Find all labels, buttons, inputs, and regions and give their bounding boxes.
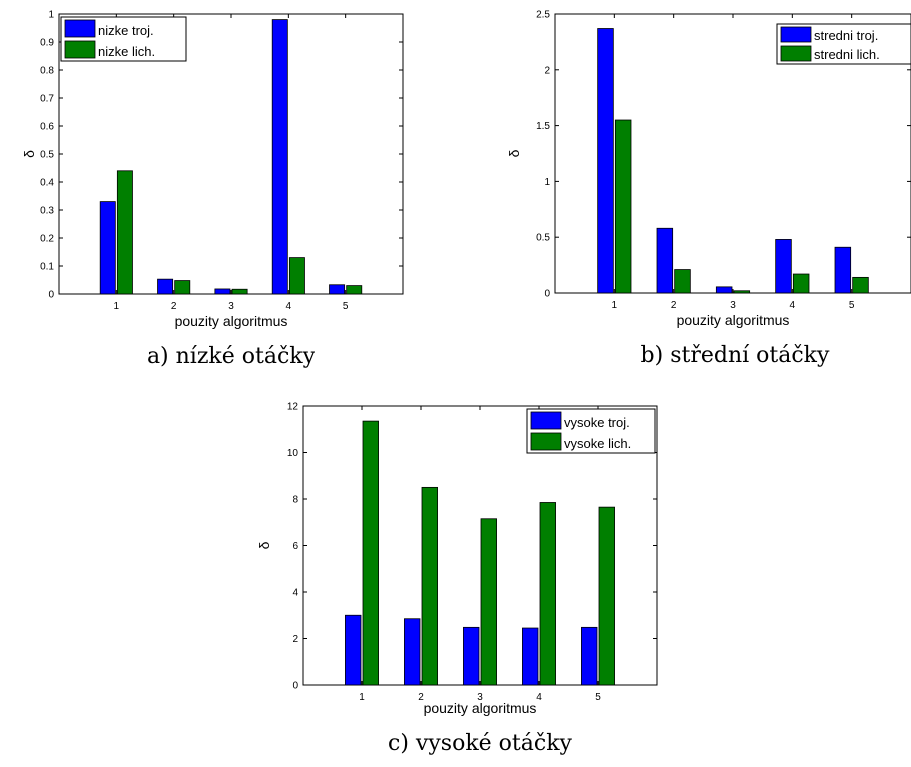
chart-panel-2: 0 0.5 1 1.5 2 2.5 1 2 3 4 5 pouzity algoritmus δ stre… [506, 10, 911, 368]
x-axis-label: pouzity algoritmus [175, 313, 288, 329]
x-tick-label: 4 [790, 300, 796, 311]
x-tick-label: 2 [171, 301, 177, 312]
legend: nizke troj. nizke lich. [60, 16, 187, 62]
legend-label-1: stredni troj. [814, 28, 878, 43]
bar-2-3 [480, 518, 497, 686]
y-tick-label: 0.1 [40, 262, 54, 273]
y-tick-label: 0.2 [40, 234, 54, 245]
x-tick-label: 1 [612, 300, 618, 311]
chart-caption: c) vysoké otáčky [388, 731, 572, 756]
bar-2-5 [852, 276, 869, 294]
x-tick-label: 4 [286, 301, 292, 312]
x-tick-label: 2 [418, 692, 424, 703]
y-tick-label: 2 [292, 634, 298, 645]
chart-caption: a) nízké otáčky [147, 344, 316, 369]
x-tick-label: 1 [114, 301, 120, 312]
legend-swatch-2 [780, 45, 812, 62]
legend-label-1: vysoke troj. [564, 415, 630, 430]
x-axis-label: pouzity algoritmus [677, 312, 790, 328]
bar-2-4 [792, 273, 810, 294]
bar-2-4 [288, 257, 305, 295]
bar-2-2 [674, 269, 691, 294]
y-tick-label: 0.5 [536, 233, 550, 244]
y-tick-label: 0.3 [40, 206, 54, 217]
y-tick-label: 6 [292, 541, 298, 552]
bar-1-2 [404, 618, 421, 686]
bar-1-1 [99, 201, 116, 295]
y-tick-label: 0.7 [40, 94, 54, 105]
legend-label-2: vysoke lich. [564, 436, 631, 451]
y-tick-label: 1 [544, 177, 550, 188]
x-tick-label: 5 [343, 301, 349, 312]
legend-label-2: stredni lich. [814, 47, 880, 62]
x-tick-label: 1 [359, 692, 365, 703]
bar-2-5 [598, 506, 615, 686]
x-tick-label: 3 [477, 692, 483, 703]
chart-caption: b) střední otáčky [641, 343, 830, 368]
y-tick-label: 12 [287, 402, 299, 413]
bar-1-5 [329, 284, 346, 295]
bar-1-5 [581, 626, 598, 686]
y-tick-label: 4 [292, 588, 298, 599]
bar-1-4 [522, 627, 539, 686]
legend-swatch-1 [64, 19, 96, 38]
bar-1-4 [775, 239, 792, 294]
y-tick-label: 8 [292, 495, 298, 506]
legend: vysoke troj. vysoke lich. [526, 408, 656, 454]
bar-2-4 [539, 502, 556, 686]
chart-panel-1: 0 0.1 0.2 0.3 0.4 0.5 0.6 0.7 0.8 0.9 1 1 2 3 4 5 pouzit… [21, 10, 404, 369]
bar-1-2 [157, 278, 174, 295]
bar-1-3 [715, 286, 733, 294]
legend-swatch-1 [780, 26, 812, 43]
legend-swatch-1 [530, 411, 562, 430]
bar-1-5 [834, 246, 852, 294]
y-tick-label: 2 [544, 65, 550, 76]
x-tick-label: 5 [849, 300, 855, 311]
bar-1-2 [656, 227, 674, 294]
y-axis-label: δ [506, 149, 522, 157]
y-tick-label: 0 [48, 290, 54, 301]
y-tick-label: 1.5 [536, 121, 550, 132]
y-tick-label: 0 [544, 289, 550, 300]
bar-1-1 [345, 614, 362, 686]
legend: stredni troj. stredni lich. [776, 23, 911, 65]
x-tick-label: 5 [595, 692, 601, 703]
x-tick-label: 4 [536, 692, 542, 703]
y-tick-label: 0 [292, 681, 298, 692]
y-tick-label: 10 [287, 448, 299, 459]
bar-2-3 [733, 290, 751, 294]
legend-swatch-2 [530, 432, 562, 451]
x-axis-label: pouzity algoritmus [424, 700, 537, 716]
y-tick-label: 0.5 [40, 150, 54, 161]
y-tick-label: 0.6 [40, 122, 54, 133]
bar-2-1 [614, 119, 632, 294]
bar-1-1 [597, 28, 614, 294]
legend-label-2: nizke lich. [98, 44, 155, 59]
x-tick-label: 3 [228, 301, 234, 312]
legend-label-1: nizke troj. [98, 23, 154, 38]
bar-2-1 [362, 420, 379, 686]
y-axis-label: δ [256, 541, 272, 549]
y-tick-label: 1 [48, 10, 54, 21]
y-tick-label: 0.4 [40, 178, 54, 189]
y-tick-label: 0.9 [40, 38, 54, 49]
y-axis-label: δ [21, 150, 37, 158]
bar-2-3 [231, 288, 248, 295]
bar-1-3 [463, 626, 480, 686]
bar-1-4 [271, 19, 288, 295]
bar-2-2 [421, 486, 438, 686]
bar-2-5 [346, 285, 363, 295]
x-tick-label: 3 [730, 300, 736, 311]
y-tick-label: 0.8 [40, 66, 54, 77]
bar-1-3 [214, 288, 231, 295]
bar-2-1 [116, 170, 133, 295]
x-tick-label: 2 [671, 300, 677, 311]
bar-2-2 [174, 280, 191, 295]
legend-swatch-2 [64, 40, 96, 59]
y-tick-label: 2.5 [536, 10, 550, 21]
